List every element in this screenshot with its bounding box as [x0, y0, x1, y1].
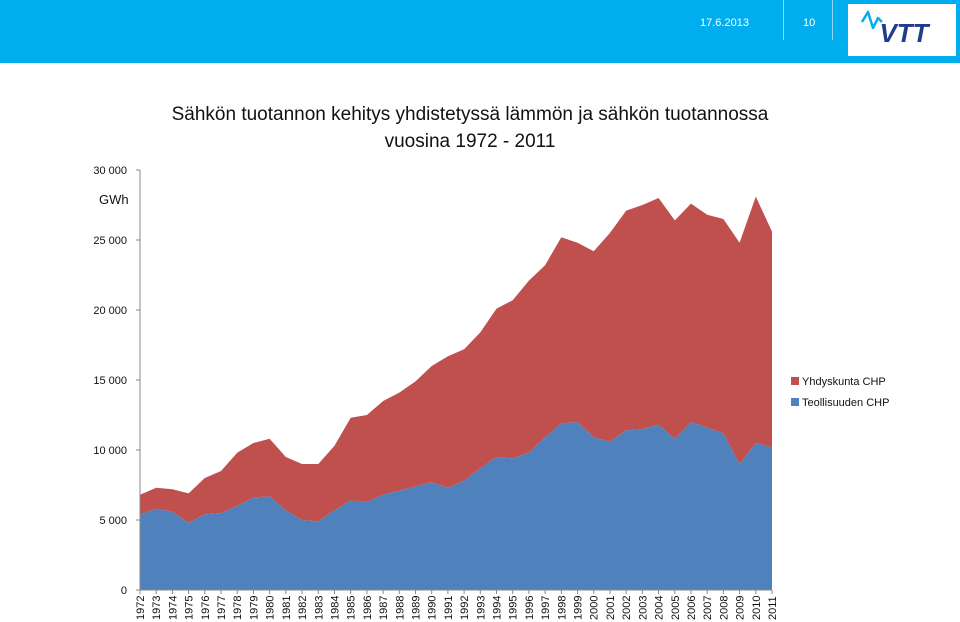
x-tick-label: 1975	[184, 596, 196, 620]
x-tick-label: 2010	[751, 596, 763, 620]
page-number: 10	[803, 17, 816, 29]
x-tick-label: 1987	[378, 596, 390, 620]
chart-subtitle: vuosina 1972 - 2011	[384, 131, 556, 152]
series-area-0	[140, 422, 772, 590]
x-tick-label: 1998	[556, 596, 568, 620]
y-tick-label: 0	[121, 585, 127, 597]
x-tick-label: 1997	[540, 596, 552, 620]
legend-label: Yhdyskunta CHP	[802, 376, 886, 388]
x-tick-label: 1986	[362, 596, 374, 620]
y-tick-label: 10 000	[93, 445, 127, 457]
x-tick-label: 2011	[767, 596, 779, 620]
vtt-logo-text: VTT	[879, 18, 930, 48]
chart-areas	[140, 196, 772, 590]
x-tick-label: 1973	[151, 596, 163, 620]
y-tick-label: 25 000	[93, 235, 127, 247]
header-date: 17.6.2013	[700, 17, 749, 29]
x-tick-label: 1972	[135, 596, 147, 620]
header-divider	[832, 0, 833, 40]
x-tick-label: 1994	[492, 596, 504, 620]
x-tick-label: 1996	[524, 596, 536, 620]
x-tick-label: 1983	[313, 596, 325, 620]
x-tick-label: 1982	[297, 596, 309, 620]
x-tick-label: 1981	[281, 596, 293, 620]
x-tick-label: 2002	[621, 596, 633, 620]
x-tick-label: 1992	[459, 596, 471, 620]
y-tick-label: 5 000	[99, 515, 127, 527]
vtt-logo-mark: VTT	[860, 10, 931, 48]
x-tick-label: 1990	[427, 596, 439, 620]
x-tick-label: 1976	[200, 596, 212, 620]
x-tick-label: 1979	[248, 596, 260, 620]
x-tick-label: 1977	[216, 596, 228, 620]
x-tick-label: 1985	[346, 596, 358, 620]
x-tick-label: 1991	[443, 596, 455, 620]
y-tick-label: 15 000	[93, 375, 127, 387]
x-tick-label: 1980	[265, 596, 277, 620]
series-area-1	[140, 196, 772, 523]
x-tick-label: 2001	[605, 596, 617, 620]
legend-swatch	[791, 377, 799, 385]
x-tick-label: 2007	[702, 596, 714, 620]
x-tick-label: 1995	[508, 596, 520, 620]
x-tick-label: 2005	[670, 596, 682, 620]
y-axis-unit: GWh	[99, 192, 129, 207]
x-tick-label: 1989	[410, 596, 422, 620]
y-axis-ticks: 0 5 000 10 000 15 000 20 000 25 000 30 000	[93, 165, 140, 597]
x-tick-label: 2004	[654, 596, 666, 620]
x-tick-label: 2003	[637, 596, 649, 620]
chart-title: Sähkön tuotannon kehitys yhdistetyssä lä…	[171, 104, 769, 125]
x-tick-label: 1984	[329, 596, 341, 620]
x-tick-label: 2000	[589, 596, 601, 620]
vtt-logo: VTT	[848, 4, 956, 56]
x-axis-ticks: 1972 1973 1974 1975 1976 1977 1978 1979 1980 1981…	[135, 590, 779, 620]
chart-legend: Yhdyskunta CHP Teollisuuden CHP	[791, 376, 889, 409]
x-tick-label: 1999	[573, 596, 585, 620]
x-tick-label: 1988	[394, 596, 406, 620]
x-tick-label: 2008	[718, 596, 730, 620]
header-bar: 17.6.2013 10 VTT	[0, 0, 960, 63]
x-tick-label: 2006	[686, 596, 698, 620]
x-tick-label: 1978	[232, 596, 244, 620]
legend-swatch	[791, 398, 799, 406]
x-tick-label: 2009	[735, 596, 747, 620]
y-tick-label: 30 000	[93, 165, 127, 177]
header-divider	[783, 0, 784, 40]
x-tick-label: 1993	[475, 596, 487, 620]
x-tick-label: 1974	[167, 596, 179, 620]
y-tick-label: 20 000	[93, 305, 127, 317]
legend-label: Teollisuuden CHP	[802, 397, 889, 409]
